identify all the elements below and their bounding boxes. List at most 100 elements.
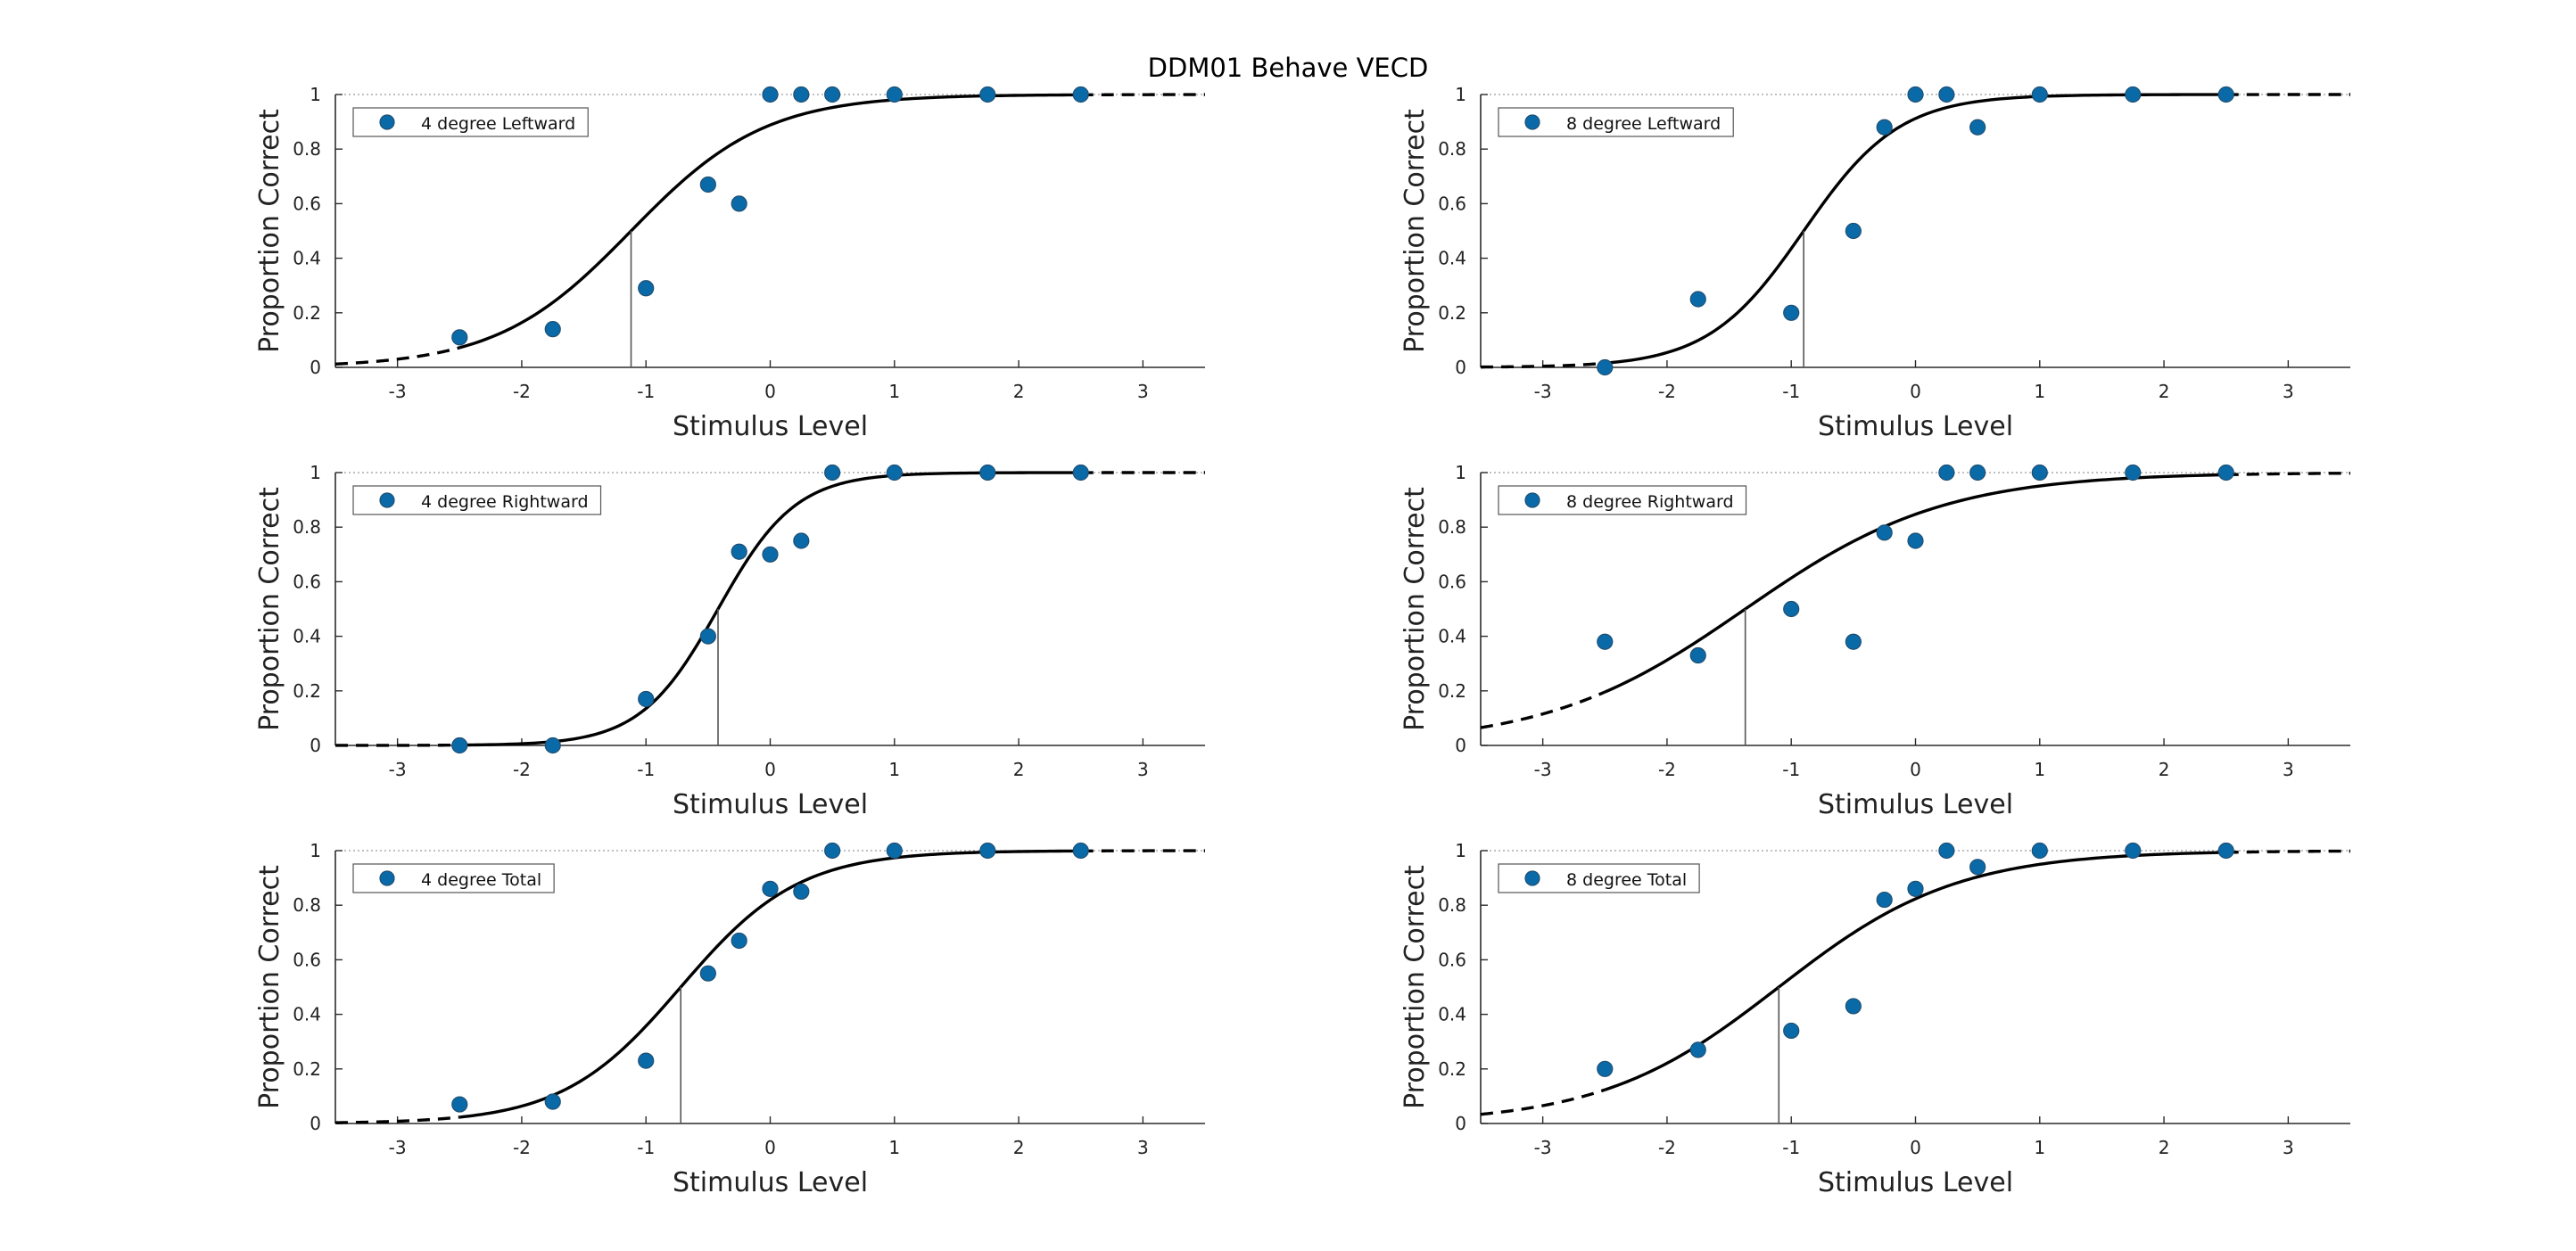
x-tick-label: -2 [1658, 381, 1676, 402]
data-point [979, 86, 996, 103]
subplot-1: -3 -2 -1 0 1 2 3 0 0.2 0.4 0.6 0.8 1 Stimulus Level Pr… [254, 84, 1205, 442]
x-tick-label: 3 [1137, 1137, 1149, 1158]
data-point [793, 86, 810, 103]
y-tick-label: 0.2 [1438, 1058, 1466, 1080]
x-tick-label: -3 [1534, 759, 1552, 780]
x-tick-label: 3 [1137, 381, 1149, 402]
data-point [1876, 119, 1893, 136]
y-tick-label: 0 [1455, 357, 1466, 378]
y-tick-label: 0.6 [293, 193, 321, 214]
y-tick-label: 0.2 [1438, 680, 1466, 702]
data-point [1938, 842, 1955, 860]
y-tick-label: 0 [310, 735, 321, 756]
data-point [1907, 86, 1924, 103]
x-axis-label: Stimulus Level [673, 411, 868, 442]
legend-marker [1524, 870, 1540, 886]
x-tick-label: 2 [2159, 1137, 2170, 1158]
data-point [699, 965, 716, 982]
data-point [824, 842, 841, 860]
data-point [886, 464, 903, 481]
data-point [2217, 464, 2234, 481]
y-tick-label: 0.6 [1438, 193, 1466, 214]
legend-label: 8 degree Leftward [1566, 114, 1721, 134]
y-tick-label: 0.2 [1438, 302, 1466, 324]
data-point [1876, 891, 1893, 909]
x-tick-label: 2 [1013, 1137, 1025, 1158]
y-axis-label: Proportion Correct [254, 109, 285, 353]
data-point [638, 690, 655, 708]
x-axis-label: Stimulus Level [673, 789, 868, 820]
data-point [1783, 600, 1800, 618]
data-point [1845, 222, 1862, 240]
legend-marker [379, 114, 395, 130]
x-tick-label: -1 [1782, 381, 1800, 402]
x-tick-label: -1 [637, 1137, 655, 1158]
x-tick-label: 0 [1910, 381, 1921, 402]
subplot-5: -3 -2 -1 0 1 2 3 0 0.2 0.4 0.6 0.8 1 Stimulus Level Pr… [254, 840, 1205, 1198]
data-point [2031, 842, 2048, 860]
fit-curve-extrapolated-right [2225, 471, 2351, 477]
legend-marker [1524, 492, 1540, 508]
y-tick-label: 0 [1455, 1113, 1466, 1134]
legend-marker [379, 870, 395, 886]
x-tick-label: 3 [2283, 381, 2294, 402]
data-point [824, 86, 841, 103]
data-point [793, 883, 810, 901]
legend-label: 4 degree Total [421, 870, 541, 890]
x-tick-label: 2 [1013, 381, 1025, 402]
y-tick-label: 0.4 [1438, 1004, 1466, 1025]
y-tick-label: 0.6 [293, 949, 321, 970]
data-point [638, 280, 655, 297]
x-tick-label: 2 [2159, 381, 2170, 402]
legend-marker [1524, 114, 1540, 130]
y-tick-label: 1 [1455, 84, 1466, 105]
x-tick-label: 1 [888, 1137, 900, 1158]
data-point [1597, 633, 1614, 650]
data-point [544, 1093, 561, 1110]
y-tick-label: 0.8 [1438, 138, 1466, 160]
x-tick-label: -3 [1534, 1137, 1552, 1158]
fit-curve [458, 93, 1081, 350]
data-point [1689, 646, 1706, 664]
y-axis-label: Proportion Correct [1399, 865, 1431, 1109]
data-point [1969, 464, 1986, 481]
x-tick-label: -3 [389, 381, 407, 402]
y-tick-label: 0.2 [293, 680, 321, 702]
y-tick-label: 0 [1455, 735, 1466, 756]
y-tick-label: 0.8 [293, 516, 321, 538]
data-point [2125, 464, 2142, 481]
data-point [824, 464, 841, 481]
subplot-3: -3 -2 -1 0 1 2 3 0 0.2 0.4 0.6 0.8 1 Stimulus Level Pr… [254, 462, 1205, 820]
x-tick-label: -1 [637, 381, 655, 402]
x-tick-label: 0 [764, 759, 776, 780]
data-point [1783, 304, 1800, 321]
figure-title: DDM01 Behave VECD [1148, 53, 1429, 83]
data-point [1845, 998, 1862, 1015]
x-tick-label: -1 [1782, 759, 1800, 780]
fit-curve-extrapolated-left [1480, 361, 1606, 369]
data-point [731, 932, 747, 950]
x-tick-label: 0 [764, 1137, 776, 1158]
y-tick-label: 0 [310, 357, 321, 378]
x-tick-label: 3 [2283, 1137, 2294, 1158]
y-tick-label: 1 [310, 84, 321, 105]
data-point [451, 737, 468, 754]
data-point [762, 86, 779, 103]
y-tick-label: 0.8 [293, 138, 321, 160]
data-point [2031, 86, 2048, 103]
x-tick-label: 0 [1910, 1137, 1921, 1158]
legend-marker [379, 492, 395, 508]
data-point [793, 532, 810, 549]
data-point [979, 464, 996, 481]
x-tick-label: 3 [2283, 759, 2294, 780]
x-axis-label: Stimulus Level [1818, 411, 2013, 442]
subplot-2: -3 -2 -1 0 1 2 3 0 0.2 0.4 0.6 0.8 1 Stimulus Level Pr… [1399, 84, 2350, 442]
data-point [1969, 119, 1986, 136]
x-tick-label: -2 [513, 759, 531, 780]
fit-curve [1604, 851, 2226, 1091]
x-tick-label: 2 [2159, 759, 2170, 780]
y-tick-label: 0.8 [293, 894, 321, 916]
legend-label: 8 degree Total [1566, 870, 1687, 890]
